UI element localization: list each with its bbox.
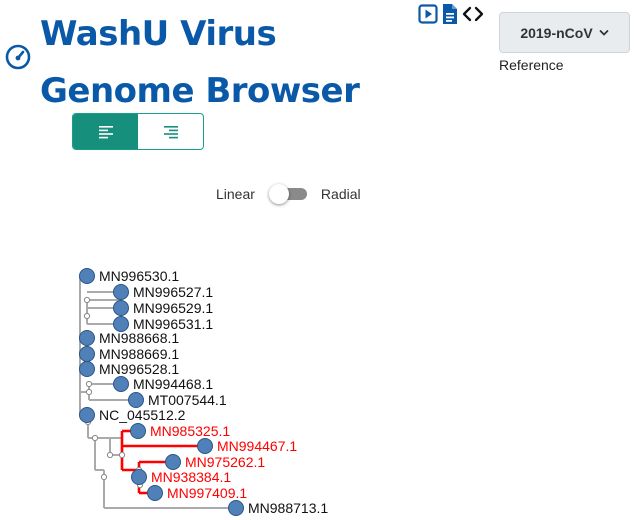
leaf-label: MN996530.1 bbox=[99, 268, 179, 284]
play-square-icon[interactable] bbox=[418, 3, 438, 29]
document-icon[interactable] bbox=[441, 3, 459, 30]
leaf-node[interactable] bbox=[113, 300, 129, 316]
leaf-node[interactable] bbox=[113, 376, 129, 392]
internal-node bbox=[100, 473, 108, 481]
chevron-down-icon bbox=[599, 29, 609, 36]
linear-label: Linear bbox=[216, 186, 255, 202]
leaf-node[interactable] bbox=[228, 500, 244, 516]
leaf-label: MN988713.1 bbox=[248, 500, 328, 516]
internal-node bbox=[85, 388, 93, 396]
leaf-label: MN996531.1 bbox=[133, 316, 213, 332]
internal-node bbox=[83, 296, 91, 304]
leaf-label: MN997409.1 bbox=[167, 485, 247, 501]
layout-switch[interactable] bbox=[268, 184, 307, 204]
align-right-icon bbox=[163, 125, 178, 138]
leaf-node[interactable] bbox=[131, 469, 147, 485]
leaf-label: MN975262.1 bbox=[185, 454, 265, 470]
switch-knob bbox=[268, 184, 289, 204]
align-left-button[interactable] bbox=[73, 114, 138, 149]
align-right-button[interactable] bbox=[138, 114, 203, 149]
code-brackets-icon[interactable] bbox=[462, 5, 484, 28]
reference-label: Reference bbox=[499, 57, 564, 73]
internal-node bbox=[83, 312, 91, 320]
leaf-label: MN994468.1 bbox=[133, 376, 213, 392]
leaf-label: MN994467.1 bbox=[217, 438, 297, 454]
leaf-label: MT007544.1 bbox=[148, 392, 227, 408]
leaf-label: MN988668.1 bbox=[99, 330, 179, 346]
internal-node bbox=[85, 380, 93, 388]
leaf-node[interactable] bbox=[79, 361, 95, 377]
reference-select-value: 2019-nCoV bbox=[520, 24, 593, 41]
internal-node bbox=[91, 434, 99, 442]
layout-toggle: Linear Radial bbox=[216, 184, 361, 204]
leaf-node[interactable] bbox=[79, 407, 95, 423]
phylogenetic-tree: MN996530.1MN996527.1MN996529.1MN996531.1… bbox=[79, 268, 328, 516]
leaf-label: MN996529.1 bbox=[133, 300, 213, 316]
leaf-label: MN996528.1 bbox=[99, 361, 179, 377]
leaf-node[interactable] bbox=[165, 454, 181, 470]
leaf-label: MN996527.1 bbox=[133, 284, 213, 300]
radial-label: Radial bbox=[320, 186, 361, 202]
align-left-icon bbox=[98, 125, 113, 138]
leaf-node[interactable] bbox=[113, 284, 129, 300]
alignment-toggle-group bbox=[72, 113, 204, 150]
toolbar bbox=[418, 3, 484, 30]
leaf-label: MN938384.1 bbox=[151, 469, 231, 485]
leaf-label: MN988669.1 bbox=[99, 346, 179, 362]
leaf-label: MN985325.1 bbox=[150, 423, 230, 439]
leaf-node[interactable] bbox=[147, 485, 163, 501]
internal-node bbox=[106, 451, 114, 459]
leaf-node[interactable] bbox=[128, 392, 144, 408]
leaf-label: NC_045512.2 bbox=[99, 407, 186, 423]
app-title: WashU Virus Genome Browser bbox=[40, 14, 360, 111]
internal-node bbox=[118, 451, 126, 459]
speedometer-icon bbox=[5, 44, 31, 70]
leaf-node[interactable] bbox=[79, 268, 95, 284]
leaf-node[interactable] bbox=[130, 423, 146, 439]
leaf-node[interactable] bbox=[79, 330, 95, 346]
leaf-node[interactable] bbox=[197, 438, 213, 454]
leaf-node[interactable] bbox=[113, 316, 129, 332]
reference-select[interactable]: 2019-nCoV bbox=[499, 12, 630, 53]
leaf-node[interactable] bbox=[79, 346, 95, 362]
